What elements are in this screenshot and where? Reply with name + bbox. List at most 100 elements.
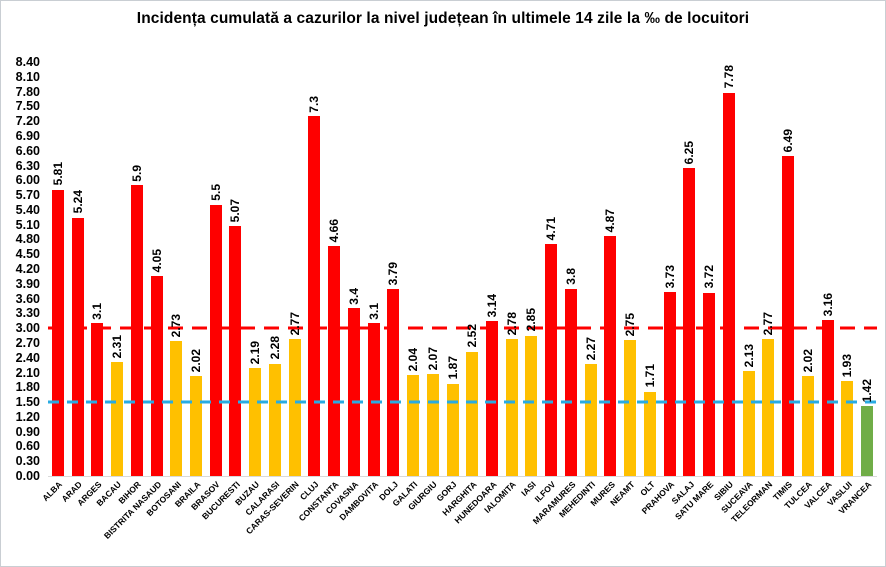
bar-column: 5.07 BUCURESTI [200, 62, 246, 522]
bar-hunedoara [486, 321, 499, 476]
bar-neamt [624, 340, 637, 476]
bar-column: 7.78 SIBIU [712, 62, 739, 502]
bar-columns: 5.81 ALBA 5.24 ARAD 3.1 ARGES 2.31 BACAU 5.9 BIHO… [40, 62, 877, 541]
bar-column: 1.87 GORJ [435, 62, 463, 503]
y-tick-label: 8.10 [15, 69, 40, 84]
bar-ialomita [505, 339, 518, 476]
y-tick-label: 8.40 [15, 54, 40, 69]
y-tick-label: 6.60 [15, 143, 40, 158]
bar-value-label: 1.87 [445, 356, 460, 380]
bar-value-label: 2.73 [169, 314, 184, 338]
bar-value-label: 5.5 [208, 184, 223, 201]
bar-value-label: 3.16 [820, 292, 835, 317]
bar-value-label: 2.78 [504, 311, 519, 335]
bar-teleorman [762, 339, 775, 476]
bar-satu-mare [703, 292, 716, 476]
bar-arad [71, 217, 84, 476]
bar-column: 2.52 HARGHITA [440, 62, 482, 517]
bar-constanta [328, 246, 341, 476]
bar-value-label: 5.07 [228, 198, 243, 223]
bar-ilfov [545, 243, 558, 476]
bar-column: 3.8 MARAMURES [531, 62, 581, 526]
bar-value-label: 2.27 [583, 336, 598, 361]
bar-column: 2.31 BACAU [95, 62, 127, 508]
bar-harghita [466, 351, 479, 476]
bar-galati [407, 375, 420, 476]
bar-column: 1.71 OLT [638, 62, 660, 498]
bar-column: 4.66 CONSTANTA [297, 62, 344, 523]
bar-value-label: 7.78 [721, 65, 736, 89]
bar-braila [190, 376, 202, 476]
bar-valcea [821, 320, 834, 476]
bar-value-label: 3.79 [386, 261, 401, 286]
bar-column: 3.1 ARGES [75, 62, 107, 508]
y-tick-label: 0.30 [15, 453, 40, 468]
bar-column: 2.73 BOTOSANI [144, 62, 186, 518]
bar-bucuresti [229, 226, 242, 476]
bar-bihor [130, 185, 143, 476]
bar-value-label: 2.77 [761, 312, 776, 336]
bar-prahova [663, 292, 676, 476]
bar-value-label: 6.49 [781, 128, 796, 153]
bar-column: 6.49 TIMIS [771, 62, 798, 503]
bar-value-label: 5.81 [50, 162, 65, 186]
bar-value-label: 2.19 [248, 340, 263, 365]
bar-column: 7.3 CLUJ [298, 62, 325, 503]
bar-value-label: 1.42 [859, 378, 874, 403]
bar-value-label: 2.28 [267, 336, 282, 360]
bar-column: 3.73 PRAHOVA [639, 62, 680, 516]
y-tick-label: 2.70 [15, 335, 40, 350]
y-tick-label: 3.60 [15, 291, 40, 306]
y-tick-label: 1.80 [15, 380, 40, 395]
bar-bacau [111, 362, 124, 476]
bar-salaj [683, 167, 696, 476]
bar-buzau [249, 368, 262, 476]
y-tick-label: 5.70 [15, 187, 40, 202]
bar-tulcea [801, 376, 814, 476]
bar-column: 2.78 IALOMITA [482, 62, 522, 515]
bar-column: 2.77 TELEORMAN [730, 62, 778, 524]
bar-column: 5.5 BRASOV [189, 62, 226, 512]
bar-column: 2.27 MEHEDINTI [557, 62, 601, 520]
bar-column: 4.05 BISTRITA NASAUD [101, 62, 167, 541]
y-tick-label: 3.30 [15, 306, 40, 321]
bar-column: 5.24 ARAD [60, 62, 88, 503]
bar-value-label: 3.72 [702, 265, 717, 289]
bar-value-label: 5.24 [70, 190, 85, 214]
bar-column: 2.85 IASI [519, 62, 542, 498]
bar-dolj [387, 289, 400, 476]
bar-value-label: 1.71 [642, 364, 657, 388]
y-tick-label: 4.80 [15, 232, 40, 247]
bar-value-label: 2.77 [287, 312, 302, 336]
y-tick-label: 0.90 [15, 424, 40, 439]
y-tick-label: 7.20 [15, 113, 40, 128]
bar-column: 2.28 CALARASI [243, 62, 285, 517]
y-tick-label: 3.00 [15, 320, 40, 335]
bar-mures [604, 235, 617, 476]
bar-column: 5.9 BIHOR [117, 62, 147, 506]
reference-line-3 [48, 326, 877, 330]
y-tick-label: 5.40 [15, 202, 40, 217]
bar-value-label: 2.31 [110, 334, 125, 359]
bar-maramures [564, 288, 577, 476]
y-tick-label: 6.00 [15, 173, 40, 188]
bar-vaslui [841, 380, 854, 476]
x-axis-label: ALBA [40, 479, 65, 504]
bar-vrancea [860, 406, 873, 476]
bar-value-label: 2.02 [800, 349, 815, 373]
bar-value-label: 4.05 [149, 249, 164, 273]
bar-gorj [446, 383, 459, 476]
bar-column: 1.42 VRANCEA [837, 62, 877, 516]
bar-bistrita-nasaud [150, 276, 163, 476]
bar-value-label: 3.8 [563, 268, 578, 285]
bar-column: 2.04 GALATI [390, 62, 423, 508]
y-tick-label: 4.20 [15, 261, 40, 276]
y-tick-label: 2.10 [15, 365, 40, 380]
bar-value-label: 5.9 [129, 164, 144, 182]
bar-value-label: 2.04 [406, 348, 421, 372]
bar-column: 3.14 HUNEDOARA [452, 62, 502, 526]
bar-arges [91, 323, 104, 476]
bar-botosani [170, 341, 183, 476]
plot-area: 5.81 ALBA 5.24 ARAD 3.1 ARGES 2.31 BACAU 5.9 BIHO… [40, 62, 877, 541]
